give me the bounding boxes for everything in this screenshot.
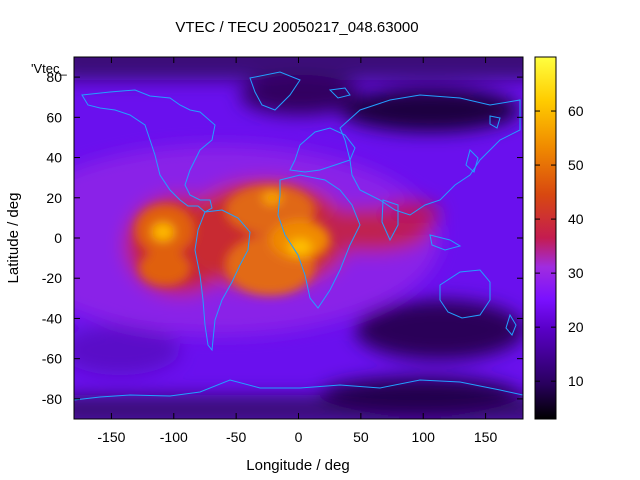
x-tick-label: 50: [353, 429, 369, 445]
x-tick-label: -150: [97, 429, 125, 445]
colorbar-tick-label: 20: [568, 319, 584, 335]
x-tick-label: 0: [295, 429, 303, 445]
y-axis-label: Latitude / deg: [5, 193, 22, 284]
y-tick-label: 20: [46, 190, 62, 206]
y-tick-label: -20: [42, 270, 62, 286]
y-tick-label: -60: [42, 351, 62, 367]
coastlines: [74, 71, 523, 401]
y-tick-label: 40: [46, 150, 62, 166]
colorbar: [534, 56, 557, 420]
colorbar-tick-label: 50: [568, 157, 584, 173]
y-tick-label: -40: [42, 310, 62, 326]
y-tick-label: 0: [54, 230, 62, 246]
x-axis-ticks: -150 -100 -50 0 50 100 150: [97, 57, 497, 445]
y-tick-label: 80: [46, 69, 62, 85]
chart-title: VTEC / TECU 20050217_048.63000: [175, 19, 418, 36]
colorbar-ticks: 10 20 30 40 50 60: [535, 103, 584, 389]
y-tick-label: 60: [46, 109, 62, 125]
colorbar-tick-label: 30: [568, 265, 584, 281]
x-axis-label: Longitude / deg: [246, 457, 349, 474]
colorbar-tick-label: 60: [568, 103, 584, 119]
x-tick-label: -50: [226, 429, 246, 445]
y-axis-ticks: -80 -60 -40 -20 0 20 40 60 80: [42, 69, 523, 407]
colorbar-tick-label: 40: [568, 211, 584, 227]
colorbar-tick-label: 10: [568, 373, 584, 389]
x-tick-label: 150: [474, 429, 498, 445]
x-tick-label: 100: [412, 429, 436, 445]
y-tick-label: -80: [42, 391, 62, 407]
key-label: 'Vtec_: [31, 61, 67, 76]
x-tick-label: -100: [160, 429, 188, 445]
